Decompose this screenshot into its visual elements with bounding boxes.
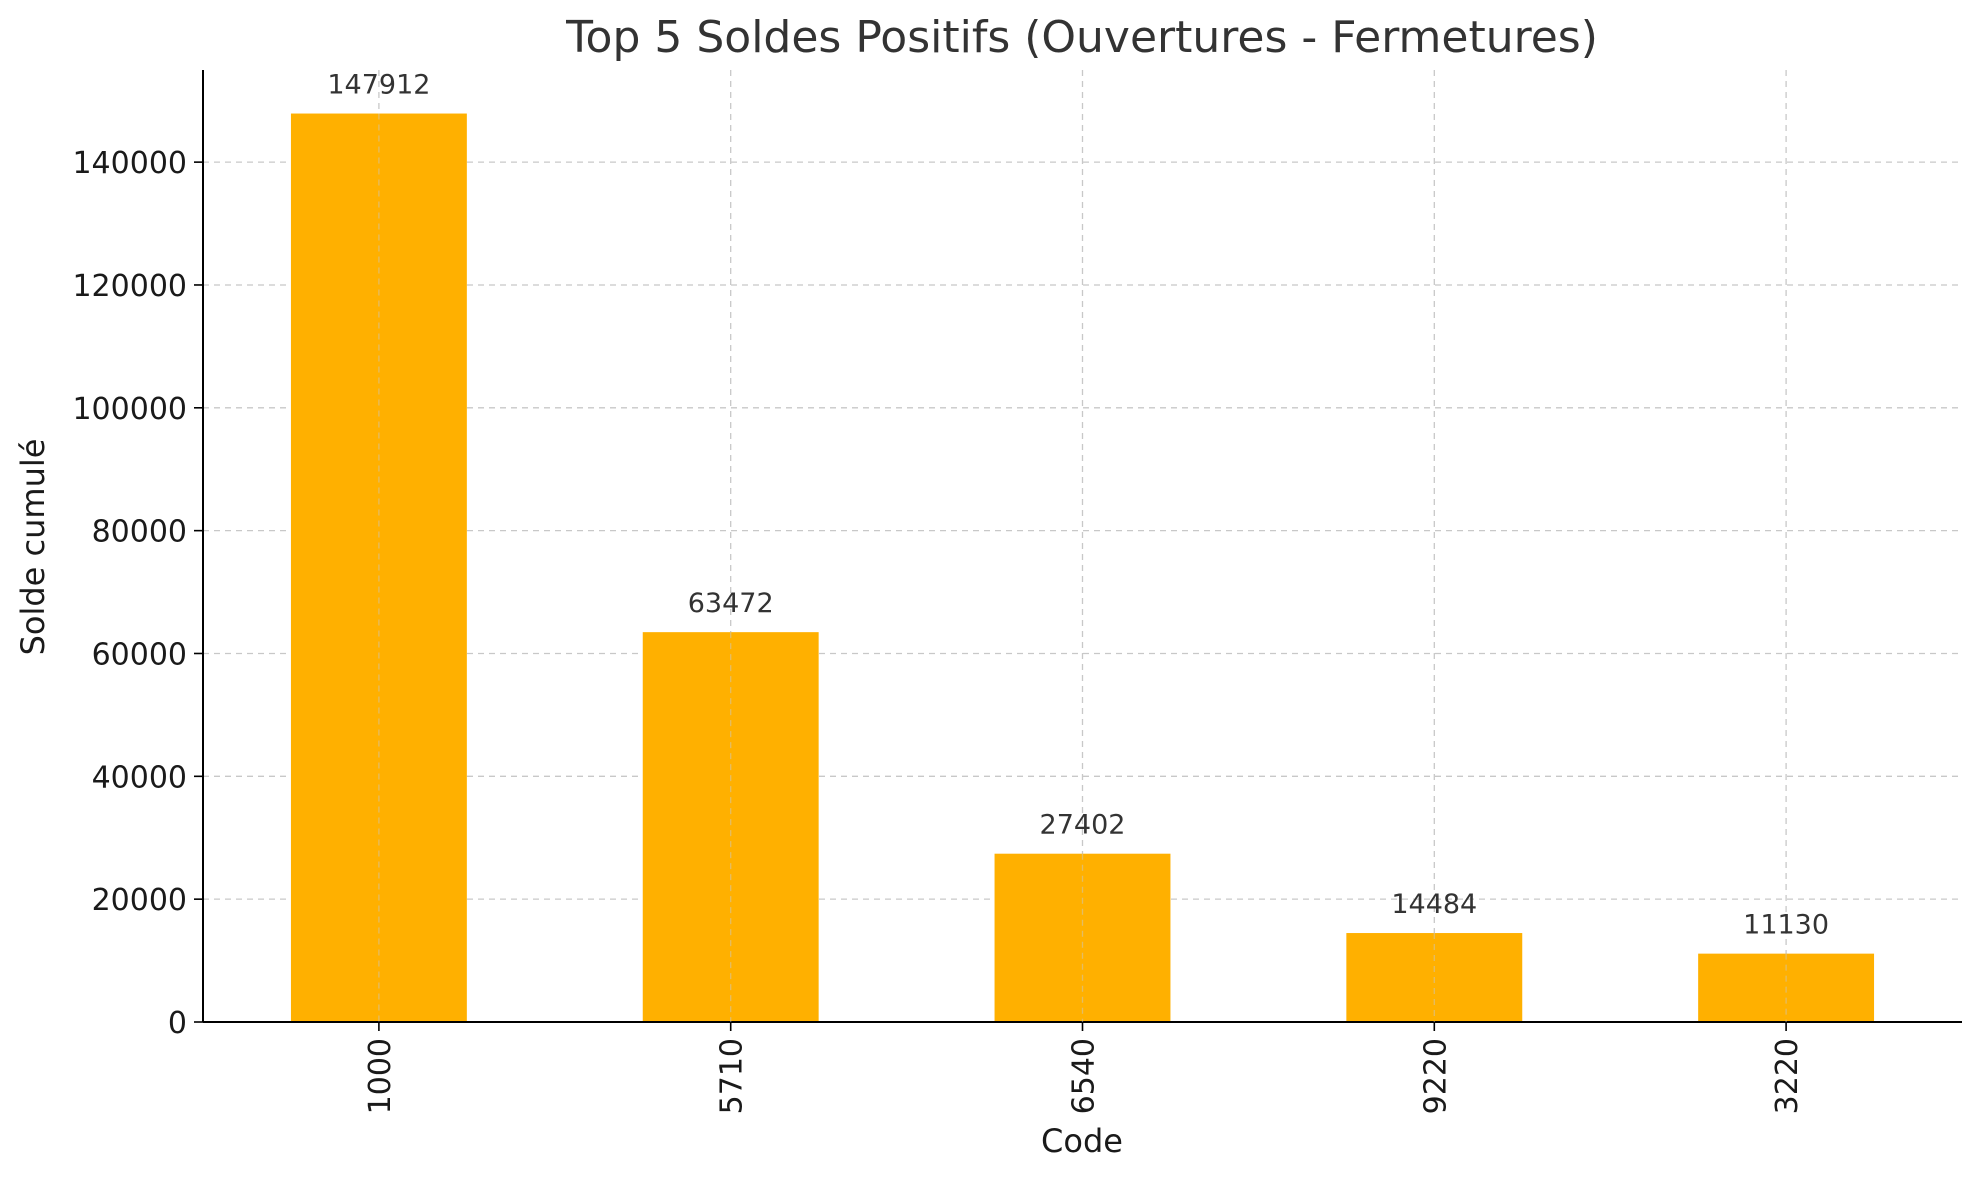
y-tick-label: 120000 [72, 269, 187, 304]
y-tick-label: 100000 [72, 392, 187, 427]
chart-title: Top 5 Soldes Positifs (Ouvertures - Ferm… [565, 12, 1598, 63]
data-label: 27402 [1040, 810, 1126, 841]
x-tick-label: 6540 [1067, 1038, 1102, 1114]
y-tick-label: 140000 [72, 146, 187, 181]
x-tick-label: 9220 [1418, 1038, 1453, 1114]
y-tick-label: 20000 [92, 883, 187, 918]
x-axis-label: Code [1041, 1122, 1123, 1160]
y-tick-label: 0 [168, 1006, 187, 1041]
y-tick-label: 80000 [92, 515, 187, 550]
data-label: 63472 [688, 588, 774, 619]
data-labels: 147912 63472 27402 14484 11130 [327, 70, 1829, 1022]
x-tick-label: 3220 [1770, 1038, 1805, 1114]
x-ticks: 1000 5710 6540 9220 3220 [363, 1022, 1805, 1114]
y-tick-label: 60000 [92, 637, 187, 672]
x-tick-label: 1000 [363, 1038, 398, 1114]
x-tick-label: 5710 [715, 1038, 750, 1114]
y-tick-label: 40000 [92, 760, 187, 795]
y-axis-label: Solde cumulé [14, 439, 52, 656]
data-label: 14484 [1391, 889, 1477, 920]
y-ticks: 0 20000 40000 60000 80000 100000 120000 140000 [72, 146, 203, 1041]
data-label: 11130 [1743, 910, 1829, 941]
bar [994, 853, 1171, 1022]
data-label: 147912 [327, 70, 430, 101]
